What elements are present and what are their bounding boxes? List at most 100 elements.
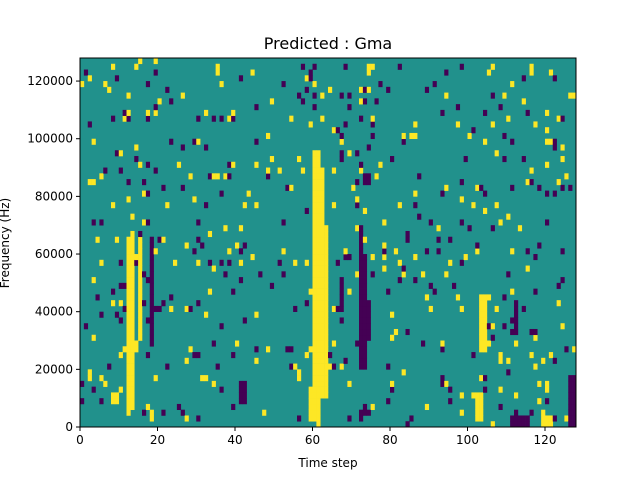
heatmap-cell-low: [157, 236, 162, 243]
heatmap-cell-high: [331, 167, 337, 174]
heatmap-cell-high: [114, 392, 120, 399]
heatmap-cell-low: [382, 248, 387, 255]
heatmap-cell-high: [316, 340, 321, 347]
heatmap-cell-low: [436, 236, 441, 243]
heatmap-cell-low: [99, 398, 104, 405]
heatmap-cell-high: [506, 357, 511, 364]
heatmap-cell-high: [316, 167, 321, 174]
heatmap-cell-high: [134, 63, 139, 70]
heatmap-cell-low: [335, 259, 340, 266]
heatmap-cell-high: [316, 409, 321, 416]
heatmap-cell-high: [312, 259, 317, 266]
heatmap-cell-high: [204, 109, 209, 116]
heatmap-cell-high: [138, 311, 143, 318]
heatmap-cell-high: [316, 317, 321, 324]
heatmap-cell-low: [149, 300, 154, 307]
heatmap-cell-high: [316, 403, 321, 411]
heatmap-cell-low: [514, 317, 519, 324]
heatmap-cell-low: [196, 352, 201, 359]
heatmap-cell-high: [312, 236, 317, 243]
heatmap-cell-low: [304, 207, 309, 214]
heatmap-cell-high: [351, 184, 356, 191]
heatmap-cell-high: [161, 236, 166, 243]
heatmap-cell-low: [157, 305, 162, 312]
heatmap-cell-low: [192, 248, 197, 255]
heatmap-cell-low: [238, 75, 244, 82]
heatmap-cell-high: [324, 294, 329, 301]
heatmap-cell-high: [370, 254, 375, 261]
heatmap-cell-high: [320, 352, 325, 359]
heatmap-cell-low: [312, 104, 317, 111]
heatmap-cell-high: [444, 271, 449, 278]
heatmap-cell-low: [529, 328, 534, 336]
heatmap-cell-high: [130, 363, 135, 370]
heatmap-cell-low: [560, 184, 565, 191]
x-axis: 0 20 40 60 80 100 120: [76, 427, 556, 447]
heatmap-cell-low: [87, 121, 92, 128]
heatmap-cell-low: [362, 173, 368, 180]
heatmap-cell-low: [145, 352, 151, 359]
heatmap-cell-high: [331, 340, 337, 347]
heatmap-cell-high: [95, 236, 100, 243]
heatmap-cell-high: [483, 294, 488, 301]
y-tick-label: 100000: [27, 132, 73, 146]
heatmap-cell-low: [359, 277, 364, 284]
heatmap-cell-high: [382, 265, 387, 272]
heatmap-cell-low: [238, 380, 244, 387]
heatmap-cell-low: [149, 254, 154, 261]
heatmap-cell-low: [502, 132, 507, 140]
heatmap-cell-high: [331, 127, 337, 134]
heatmap-cell-low: [514, 311, 519, 318]
heatmap-cell-low: [397, 63, 402, 70]
heatmap-cell-low: [510, 317, 515, 324]
heatmap-cell-high: [122, 346, 127, 353]
heatmap-cell-high: [440, 340, 445, 347]
heatmap-cell-low: [293, 305, 298, 312]
heatmap-cell-low: [529, 409, 534, 416]
heatmap-cell-high: [320, 317, 325, 324]
heatmap-cell-low: [207, 259, 213, 266]
heatmap-cell-high: [138, 294, 143, 301]
heatmap-cell-low: [145, 277, 151, 284]
heatmap-cell-high: [545, 380, 550, 387]
heatmap-cell-low: [169, 294, 174, 301]
heatmap-cell-low: [463, 156, 468, 163]
heatmap-cell-low: [525, 109, 530, 116]
heatmap-cell-high: [366, 63, 371, 70]
heatmap-cell-high: [316, 334, 321, 341]
heatmap-cell-low: [370, 271, 375, 278]
heatmap-cell-low: [421, 340, 426, 347]
heatmap-cell-high: [138, 282, 143, 289]
heatmap-cell-low: [169, 138, 174, 145]
heatmap-cell-high: [235, 340, 240, 347]
heatmap-cell-high: [475, 248, 480, 255]
heatmap-cell-high: [103, 81, 108, 88]
heatmap-cell-high: [320, 184, 325, 191]
heatmap-cell-high: [529, 69, 534, 76]
heatmap-cell-high: [525, 179, 530, 186]
heatmap-cell-high: [126, 334, 131, 341]
heatmap-cell-high: [320, 311, 325, 318]
x-tick-label: 60: [305, 433, 320, 447]
heatmap-cell-high: [479, 317, 484, 324]
heatmap-cell-high: [572, 346, 577, 353]
heatmap-cell-high: [320, 213, 325, 220]
heatmap-cell-high: [316, 202, 321, 209]
heatmap-cell-low: [486, 323, 492, 330]
heatmap-cell-low: [498, 104, 503, 111]
heatmap-cell-high: [312, 242, 317, 249]
heatmap-cell-low: [111, 115, 116, 122]
heatmap-cell-low: [196, 219, 201, 226]
heatmap-cell-low: [111, 288, 116, 295]
heatmap-cell-low: [289, 346, 294, 353]
y-axis-label: Frequency (Hz): [0, 198, 12, 289]
heatmap-cell-high: [471, 392, 476, 399]
heatmap-cell-high: [498, 357, 503, 364]
heatmap-cell-high: [316, 184, 321, 191]
heatmap-cell-low: [339, 300, 344, 307]
heatmap-cell-high: [87, 179, 92, 186]
heatmap-cell-high: [479, 392, 484, 399]
heatmap-cell-low: [200, 242, 205, 249]
heatmap-cell-high: [401, 369, 406, 376]
heatmap-cell-low: [448, 386, 453, 393]
